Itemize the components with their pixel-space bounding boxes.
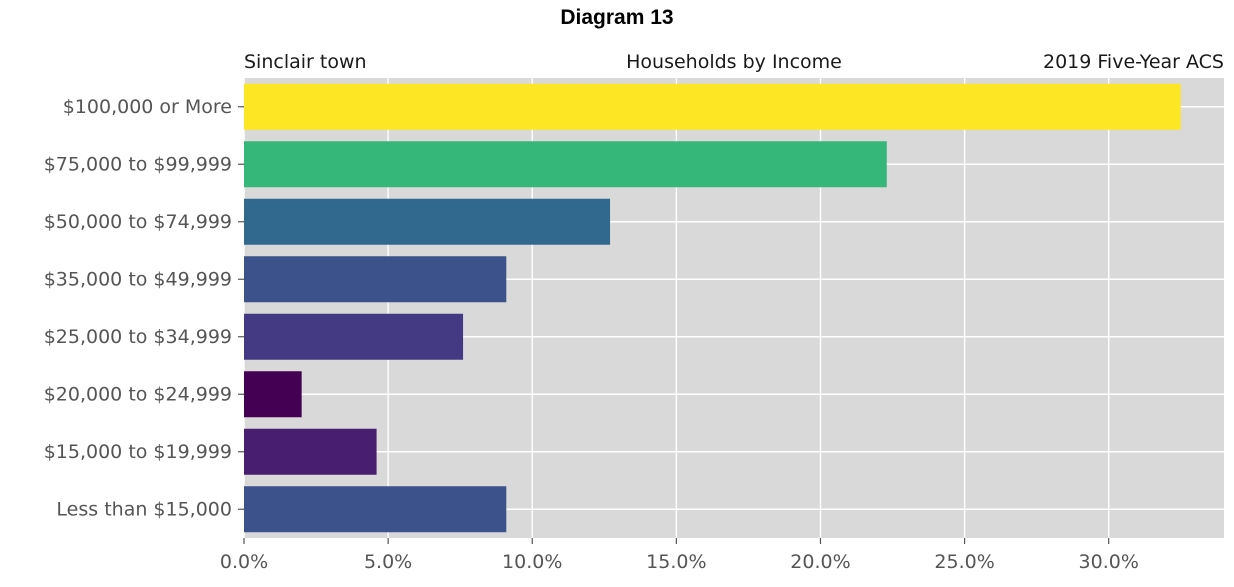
chart-header-center: Households by Income — [626, 51, 842, 73]
plot-area: $100,000 or More $75,000 to $99,999 $50,00… — [44, 78, 1224, 573]
chart-header-right: 2019 Five-Year ACS — [1043, 51, 1224, 73]
x-tick-label: 20.0% — [790, 551, 850, 573]
x-tick-label: 5.0% — [364, 551, 412, 573]
bar — [244, 428, 377, 475]
chart-header-left: Sinclair town — [244, 51, 367, 73]
x-tick-label: 10.0% — [502, 551, 562, 573]
x-tick-label: 0.0% — [220, 551, 268, 573]
y-tick-label: Less than $15,000 — [56, 498, 232, 520]
bar — [244, 256, 507, 303]
x-tick-label: 15.0% — [646, 551, 706, 573]
x-tick-label: 25.0% — [934, 551, 994, 573]
y-tick-label: $50,000 to $74,999 — [44, 211, 232, 233]
bar — [244, 313, 464, 360]
y-tick-label: $35,000 to $49,999 — [44, 268, 232, 290]
bar — [244, 371, 302, 418]
y-tick-label: $100,000 or More — [63, 96, 232, 118]
y-tick-label: $15,000 to $19,999 — [44, 441, 232, 463]
bar — [244, 83, 1181, 130]
y-tick-label: $25,000 to $34,999 — [44, 326, 232, 348]
x-tick-label: 30.0% — [1079, 551, 1139, 573]
y-tick-label: $75,000 to $99,999 — [44, 153, 232, 175]
bar — [244, 141, 887, 188]
y-tick-label: $20,000 to $24,999 — [44, 383, 232, 405]
bar — [244, 486, 507, 533]
diagram-title: Diagram 13 — [560, 6, 674, 29]
bar — [244, 198, 611, 245]
